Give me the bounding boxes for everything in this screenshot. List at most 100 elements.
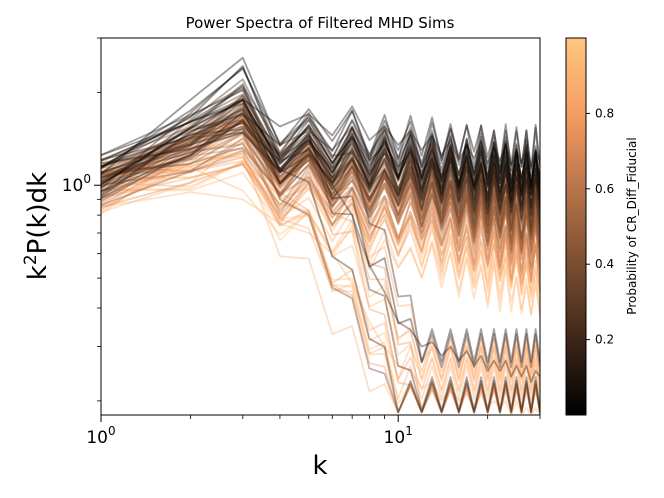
- series-line: [101, 136, 540, 288]
- series-line: [101, 152, 540, 311]
- series-line: [101, 96, 540, 230]
- series-line: [101, 108, 540, 236]
- series-line: [101, 121, 540, 211]
- plot-frame: [100, 37, 541, 416]
- series-line: [101, 141, 540, 380]
- series-line: [101, 161, 540, 394]
- series-line: [101, 149, 540, 264]
- series-line: [101, 164, 540, 294]
- series-line: [101, 86, 540, 209]
- series-line: [101, 131, 540, 210]
- series-line: [101, 105, 540, 226]
- series-line: [101, 125, 540, 258]
- y-tick-label: 100: [62, 172, 91, 196]
- series-line: [101, 162, 540, 292]
- series-line: [101, 102, 540, 188]
- series-line: [101, 118, 540, 233]
- series-line: [101, 115, 540, 414]
- series-line: [101, 56, 540, 175]
- series-line: [101, 141, 540, 283]
- series-line: [101, 131, 540, 216]
- series-line: [101, 89, 540, 363]
- series-line: [101, 93, 540, 208]
- series-line: [101, 114, 540, 205]
- series-line: [101, 107, 540, 208]
- series-line: [101, 163, 540, 414]
- series-line: [101, 143, 540, 252]
- series-line: [101, 137, 540, 243]
- series-line: [101, 94, 540, 229]
- series-line: [101, 130, 540, 242]
- series-line: [101, 128, 540, 210]
- series-line: [101, 84, 540, 188]
- series-line: [101, 94, 540, 199]
- series-line: [101, 163, 540, 279]
- series-line: [101, 109, 540, 225]
- series-line: [101, 151, 540, 414]
- series-line: [101, 117, 540, 254]
- x-tick-label: 100: [86, 424, 115, 448]
- series-line: [101, 108, 540, 210]
- series-line: [101, 120, 540, 204]
- series-line: [101, 117, 540, 373]
- series-line: [101, 191, 540, 415]
- series-line: [101, 112, 540, 261]
- colorbar-tick-label: 0.6: [595, 182, 614, 196]
- series-line: [101, 102, 540, 232]
- series-line: [101, 107, 540, 251]
- y-major-ticks: 100: [62, 172, 101, 196]
- series-line: [101, 149, 540, 400]
- series-line: [101, 119, 540, 256]
- series-line: [101, 98, 540, 168]
- series-line: [101, 99, 540, 195]
- series-line: [101, 65, 540, 191]
- series-line: [101, 112, 540, 200]
- series-line: [101, 147, 540, 269]
- series-line: [101, 83, 540, 414]
- series-line: [101, 103, 540, 414]
- series-line: [101, 98, 540, 217]
- series-line: [101, 160, 540, 298]
- series-line: [101, 110, 540, 218]
- colorbar-label: Probability of CR_Diff_Fiducial: [625, 137, 639, 314]
- series-line: [101, 97, 540, 213]
- series-line: [101, 87, 540, 197]
- series-line: [101, 114, 540, 254]
- y-minor-ticks: [97, 37, 101, 402]
- series-line: [101, 155, 540, 297]
- series-line: [101, 127, 540, 259]
- series-line: [101, 122, 540, 253]
- x-major-ticks: 100 101: [86, 415, 413, 448]
- series-line: [101, 131, 540, 380]
- y-axis-label: k2P(k)dk: [21, 172, 53, 280]
- y-axis-label-exponent: 2: [21, 254, 41, 265]
- series-line: [101, 117, 540, 414]
- series-line: [101, 132, 540, 252]
- series-line: [101, 115, 540, 414]
- colorbar-tick-label: 0.2: [595, 333, 614, 347]
- series-line: [101, 171, 540, 316]
- series-line: [101, 99, 540, 197]
- series-line: [101, 166, 540, 318]
- series-line: [101, 152, 540, 392]
- series-line: [101, 140, 540, 414]
- series-line: [101, 146, 540, 246]
- x-axis-label: k: [312, 451, 327, 481]
- series-line: [101, 66, 540, 189]
- series-lines: [101, 56, 540, 415]
- series-line: [101, 99, 540, 234]
- series-line: [101, 105, 540, 214]
- series-line: [101, 111, 540, 245]
- series-line: [101, 99, 540, 244]
- series-line: [101, 78, 540, 368]
- series-line: [101, 127, 540, 233]
- series-line: [101, 67, 540, 177]
- colorbar-tick-label: 0.4: [595, 257, 614, 271]
- series-line: [101, 118, 540, 411]
- series-line: [101, 121, 540, 232]
- series-line: [101, 120, 540, 382]
- x-minor-ticks: [190, 415, 541, 419]
- series-line: [101, 119, 540, 216]
- series-line: [101, 113, 540, 196]
